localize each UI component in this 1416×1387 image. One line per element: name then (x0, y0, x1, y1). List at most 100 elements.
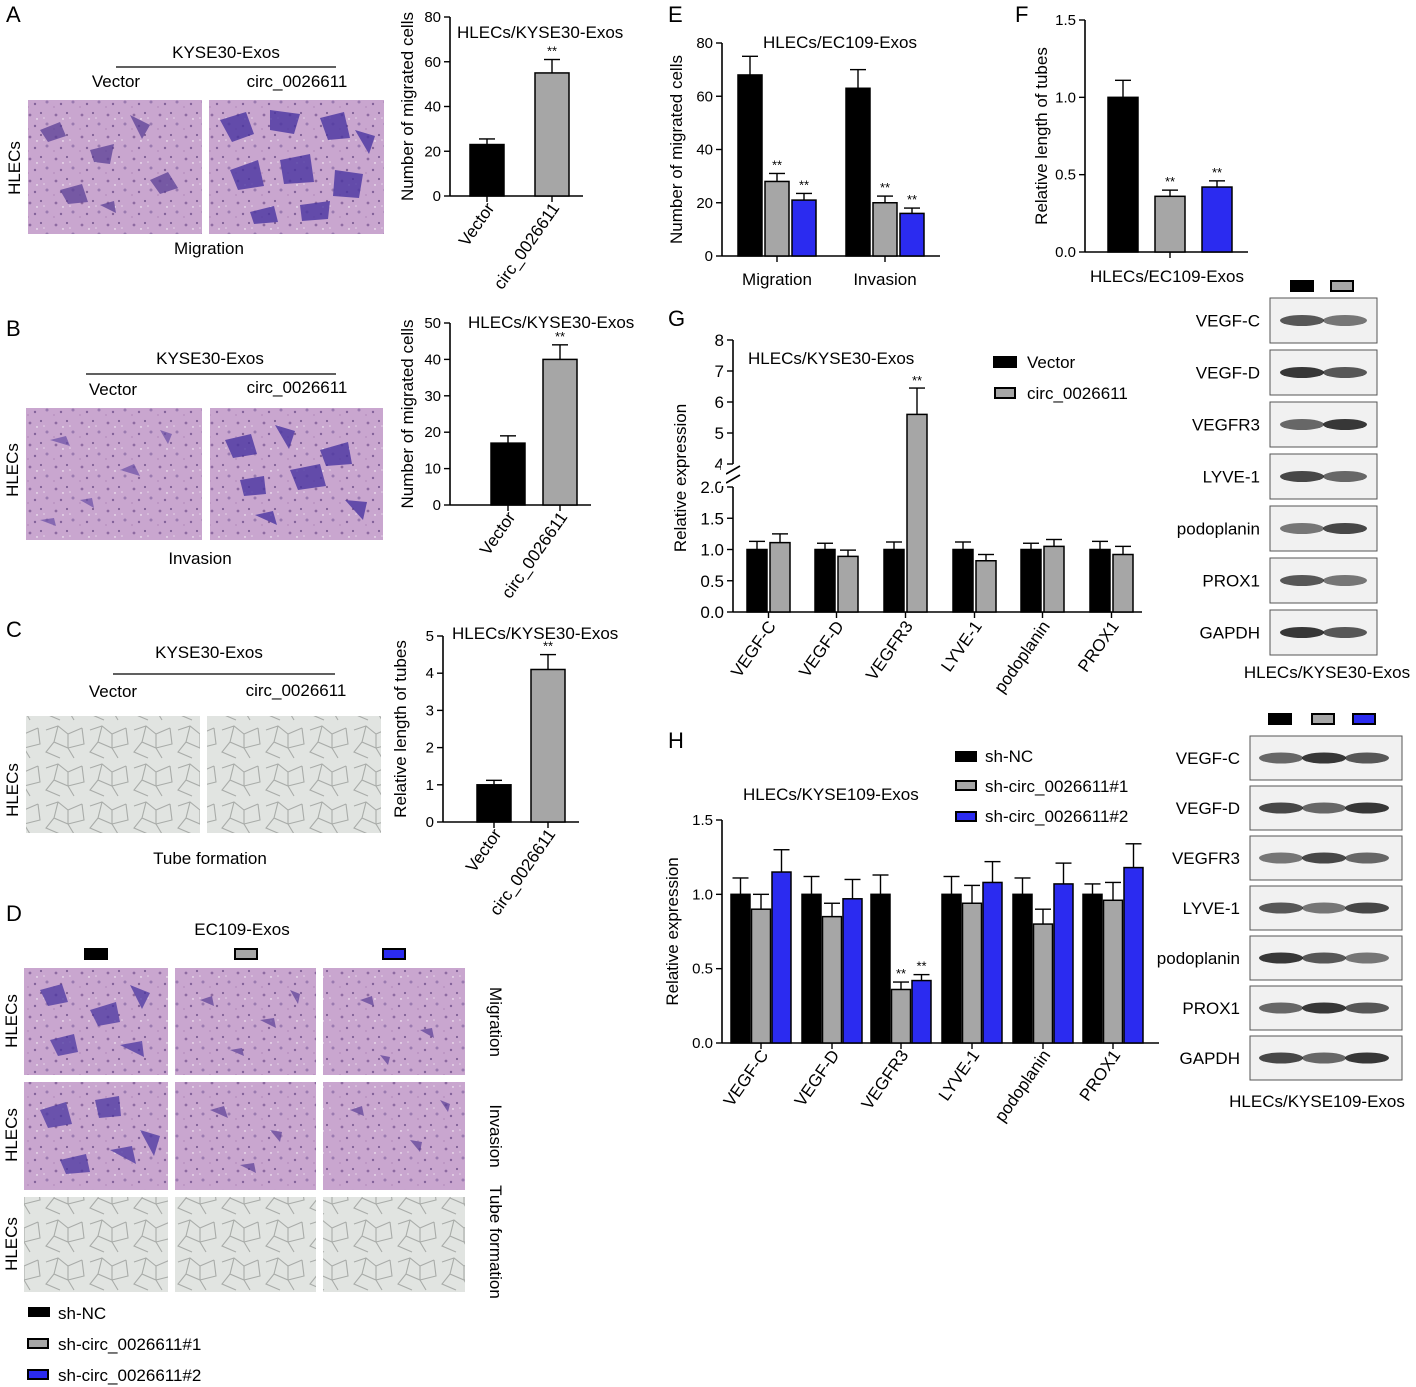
panel-letter-f: F (1015, 2, 1028, 27)
blot-label: VEGFR3 (1192, 416, 1260, 435)
bar (842, 898, 863, 1044)
micrograph-a-circ (209, 100, 384, 234)
group-swatch-blue-d (382, 948, 406, 960)
x-title-f: HLECs/EC109-Exos (1090, 267, 1244, 286)
y-tick-label: 4 (426, 665, 434, 682)
legend-label-sh2-d: sh-circ_0026611#2 (58, 1366, 201, 1385)
bar (530, 668, 566, 823)
bar (534, 72, 570, 197)
blot-band (1280, 315, 1324, 326)
blot-label: podoplanin (1177, 520, 1260, 539)
legend-swatch-shnc-h (955, 751, 977, 762)
bar (1107, 96, 1139, 253)
chart-title-h: HLECs/KYSE109-Exos (743, 785, 919, 804)
bar (469, 143, 505, 197)
blot-title-g: HLECs/KYSE30-Exos (1244, 663, 1410, 682)
blot-band (1280, 523, 1324, 534)
blot-band (1323, 627, 1367, 638)
x-tick-label: Vector (462, 825, 505, 876)
blot-label: podoplanin (1157, 949, 1240, 968)
significance-label: ** (880, 180, 890, 195)
chart-title-b: HLECs/KYSE30-Exos (468, 313, 634, 332)
bar (911, 979, 932, 1044)
blot-swatch-black-g (1290, 280, 1314, 292)
blot-band (1302, 752, 1346, 764)
y-axis-label: Relative expression (671, 404, 690, 552)
axis-break-gap (721, 465, 726, 486)
blot-band (1345, 752, 1389, 764)
y-tick-label: 6 (715, 393, 724, 412)
bar (845, 87, 871, 257)
chart-title-e: HLECs/EC109-Exos (763, 33, 917, 52)
chart-title-c: HLECs/KYSE30-Exos (452, 624, 618, 643)
blot-band (1259, 752, 1303, 764)
y-tick-label: 20 (424, 143, 441, 160)
y-tick-label: 40 (424, 351, 441, 368)
blot-band (1302, 902, 1346, 914)
western-blot-h: VEGF-C VEGF-D VEGFR3 LYVE-1 podoplanin PROX1 G… (1157, 735, 1403, 1081)
bar-chart-a: 0 20 40 60 80 Number of migrated cells Vector *… (398, 9, 583, 293)
bar (837, 555, 859, 613)
x-tick-label: PROX1 (1074, 617, 1123, 675)
blot-label: VEGF-C (1196, 312, 1260, 331)
y-tick-label: 5 (426, 628, 434, 645)
exos-label-d: EC109-Exos (194, 920, 289, 939)
bar (961, 902, 983, 1044)
panel-letter-g: G (668, 306, 685, 331)
y-tick-label: 20 (424, 424, 441, 441)
legend-swatch-circ-g (994, 387, 1016, 399)
bar (941, 893, 962, 1044)
bar (746, 548, 768, 613)
micrograph-c-circ (207, 716, 381, 833)
panel-letter-a: A (6, 2, 21, 27)
y-tick-label: 80 (696, 35, 713, 52)
legend-swatch-sh1-d (27, 1338, 49, 1349)
significance-label: ** (1212, 165, 1222, 180)
bar (750, 908, 772, 1044)
y-tick-label: 0.5 (700, 572, 724, 591)
bar (1089, 548, 1111, 613)
x-tick-label: Migration (742, 270, 812, 289)
y-axis-label: Relative length of tubes (1032, 47, 1051, 225)
column-label-vector-a: Vector (92, 72, 141, 91)
blot-band (1302, 1052, 1346, 1064)
western-blot-g: VEGF-C VEGF-D VEGFR3 LYVE-1 podoplanin PROX1 G… (1177, 297, 1378, 656)
group-swatch-black-d (84, 948, 108, 960)
y-tick-label: 20 (696, 195, 713, 212)
blot-band (1259, 1052, 1303, 1064)
y-tick-label: 0 (426, 814, 434, 831)
blot-band (1345, 802, 1389, 814)
y-tick-label: 0.0 (700, 603, 724, 622)
y-tick-label: 30 (424, 388, 441, 405)
caption-c: Tube formation (153, 849, 267, 868)
significance-label: ** (543, 639, 553, 654)
micrograph-b-circ (210, 408, 383, 540)
blot-band (1323, 523, 1367, 534)
legend-label-sh1-d: sh-circ_0026611#1 (58, 1335, 201, 1354)
axis-break-mark (725, 465, 741, 475)
bar (975, 560, 997, 613)
micrograph-b-vector (26, 408, 202, 540)
y-tick-label: 0.5 (1055, 167, 1076, 184)
x-tick-label: Invasion (853, 270, 916, 289)
legend-swatch-sh1-h (955, 780, 977, 791)
y-tick-label: 0 (433, 188, 441, 205)
blot-label: PROX1 (1202, 572, 1260, 591)
y-tick-label: 2.0 (700, 478, 724, 497)
bar-chart-e: 0 20 40 60 80 Number of migrated cells ** ** Mig… (667, 35, 940, 289)
x-tick-label: podoplanin (991, 1046, 1054, 1125)
blot-band (1280, 471, 1324, 482)
bar (1123, 866, 1144, 1044)
panel-letter-e: E (668, 2, 683, 27)
blot-band (1323, 315, 1367, 326)
column-label-circ-a: circ_0026611 (247, 72, 348, 91)
x-tick-label: LYVE-1 (935, 1046, 983, 1104)
column-label-circ-c: circ_0026611 (246, 681, 347, 700)
legend-label-vector-g: Vector (1027, 353, 1076, 372)
panel-letter-d: D (6, 901, 22, 926)
x-tick-label: podoplanin (990, 617, 1053, 696)
blot-swatch-blue-h (1352, 713, 1376, 725)
bar (890, 988, 912, 1044)
